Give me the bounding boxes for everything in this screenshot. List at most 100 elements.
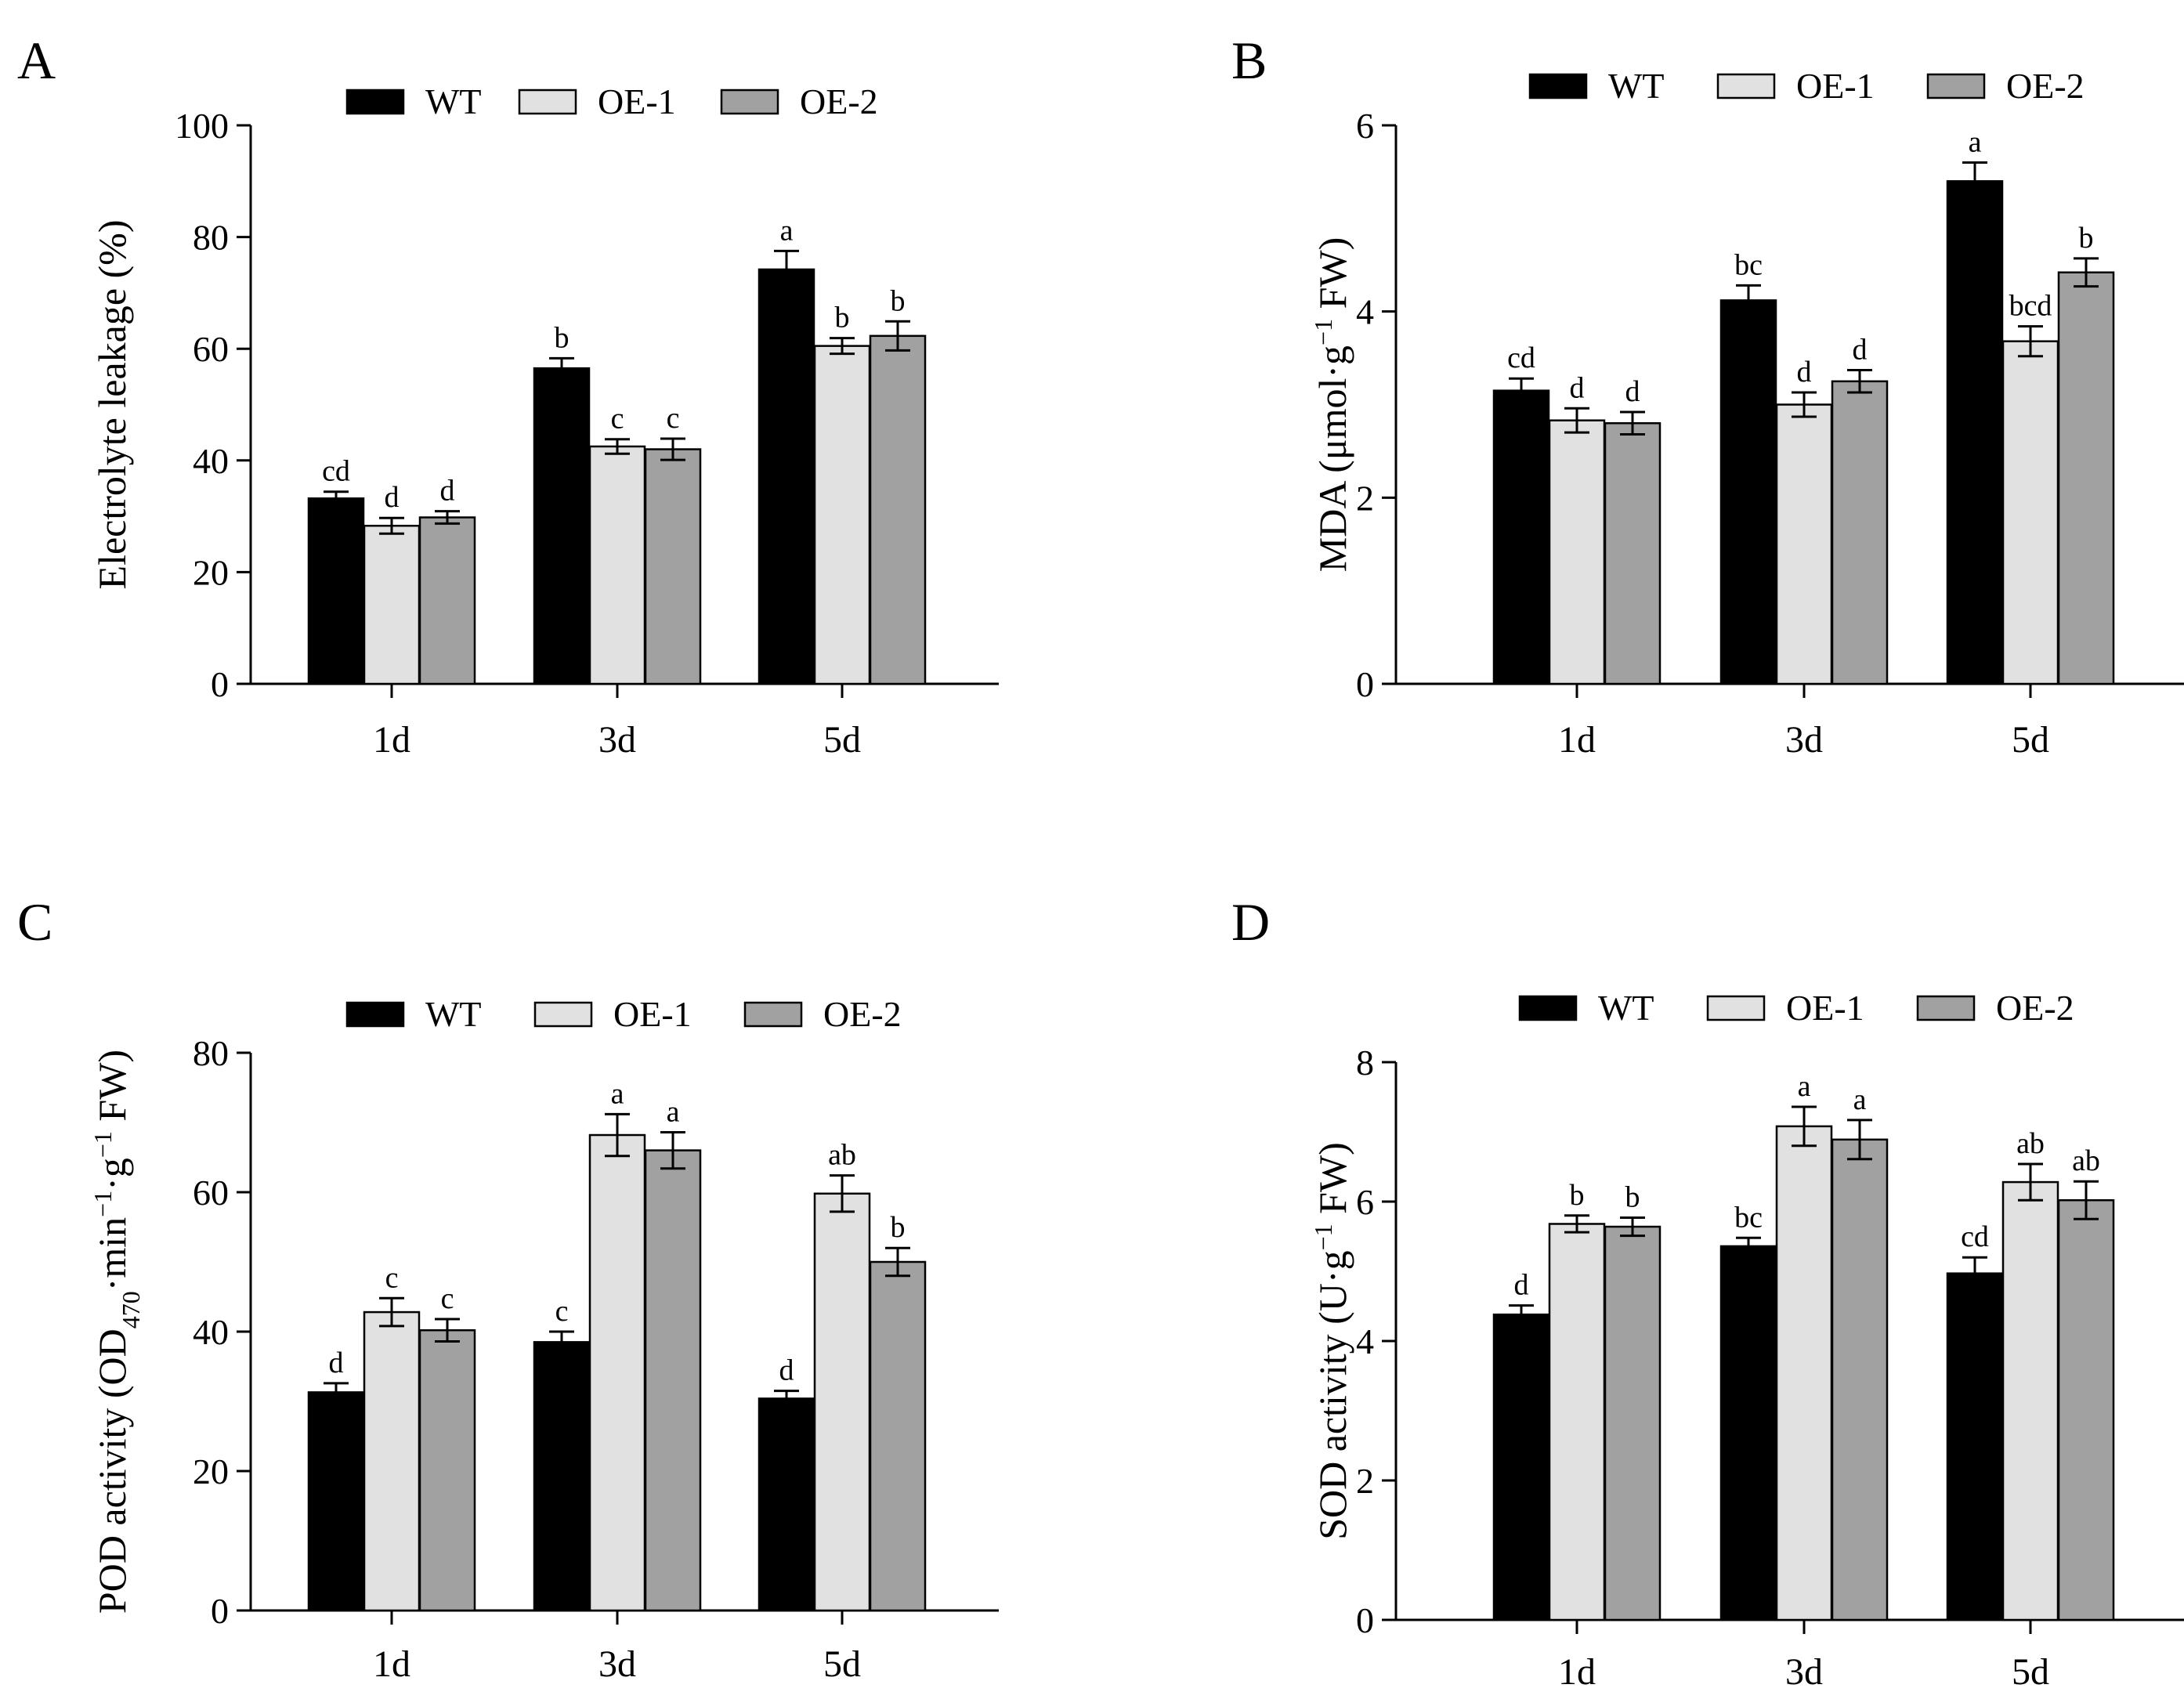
significance-label: a	[780, 214, 794, 247]
y-tick-label: 60	[193, 1173, 229, 1213]
x-tick-label: 3d	[598, 719, 636, 761]
panel-b: B MDA (μmol·g−1 FW) 0 2 4 6 1d 3d 5d cd bc a d d bcd d d…	[1231, 31, 2184, 761]
legend-label: OE-1	[1796, 66, 1875, 106]
bar	[363, 524, 421, 685]
y-tick-label: 80	[193, 1033, 229, 1073]
y-tick-label: 0	[211, 1591, 229, 1631]
y-tick-label: 0	[1356, 1600, 1374, 1640]
y-axis-label: SOD activity (U·g−1 FW)	[1309, 1142, 1354, 1540]
y-axis-label: POD activity (OD470·min−1·g−1 FW)	[89, 1050, 145, 1614]
significance-label: d	[1514, 1269, 1529, 1302]
legend-label: OE-2	[823, 994, 902, 1034]
bar	[307, 1391, 365, 1612]
significance-label: d	[1853, 334, 1868, 367]
legend-swatch	[1916, 995, 1976, 1021]
panel-letter: C	[17, 892, 52, 952]
significance-label: cd	[1507, 342, 1535, 374]
bar	[1775, 1125, 1833, 1621]
x-tick-label: 1d	[373, 719, 410, 761]
significance-label: ab	[2016, 1127, 2045, 1160]
bar	[1831, 1138, 1889, 1621]
y-tick-label: 2	[1356, 1461, 1374, 1501]
bar	[418, 1328, 476, 1612]
y-tick-label: 60	[193, 329, 229, 369]
legend-swatch	[1518, 995, 1578, 1021]
panel-letter: A	[17, 31, 56, 90]
significance-label: d	[1797, 356, 1812, 389]
significance-label: c	[611, 403, 624, 436]
significance-label: cd	[322, 455, 350, 488]
significance-label: a	[1798, 1070, 1811, 1103]
significance-label: a	[611, 1077, 624, 1110]
x-tick-label: 5d	[823, 1643, 861, 1685]
x-tick-label: 1d	[373, 1643, 410, 1685]
significance-label: ab	[2072, 1144, 2100, 1177]
bar	[1946, 1272, 2004, 1621]
bar	[1548, 419, 1606, 685]
legend-swatch	[345, 1001, 405, 1028]
y-axis-label: Electrolyte leakage (%)	[90, 220, 134, 590]
bar	[813, 1192, 871, 1612]
bar	[644, 448, 702, 685]
significance-label: c	[385, 1261, 399, 1294]
significance-label: b	[891, 284, 906, 317]
legend-swatch	[1528, 73, 1588, 99]
legend-swatch	[518, 89, 577, 115]
significance-label: bc	[1734, 1201, 1763, 1234]
bar	[1775, 403, 1833, 685]
bar	[758, 268, 815, 685]
bar	[1719, 299, 1777, 685]
bar	[2057, 271, 2115, 685]
legend-swatch	[1706, 995, 1766, 1021]
bar	[1719, 1245, 1777, 1621]
y-tick-label: 6	[1356, 1182, 1374, 1222]
legend-label: OE-2	[800, 81, 878, 121]
y-tick-label: 100	[175, 106, 229, 146]
panel-a: A Electrolyte leakage (%) 0 20 40 60 80 100 1d 3d…	[17, 31, 999, 761]
y-tick-label: 4	[1356, 1321, 1374, 1361]
legend-swatch	[720, 89, 779, 115]
y-tick-label: 0	[211, 664, 229, 704]
bar	[758, 1397, 815, 1612]
bar	[588, 1133, 646, 1612]
significance-label: c	[667, 402, 680, 435]
x-tick-label: 5d	[2012, 1651, 2049, 1693]
y-tick-label: 4	[1356, 292, 1374, 332]
y-tick-label: 6	[1356, 106, 1374, 146]
significance-label: b	[835, 302, 850, 334]
bar	[644, 1149, 702, 1612]
significance-label: c	[441, 1282, 454, 1315]
significance-label: bc	[1734, 248, 1763, 281]
bar	[363, 1310, 421, 1612]
x-tick-label: 3d	[598, 1643, 636, 1685]
bar	[533, 367, 591, 685]
bar	[1492, 1313, 1550, 1621]
bar	[1946, 180, 2004, 685]
panel-d: D SOD activity (U·g−1 FW) 0 2 4 6 8 1d 3d 5d d bc cd…	[1231, 892, 2184, 1693]
significance-label: bcd	[2009, 290, 2052, 323]
significance-label: d	[1570, 371, 1585, 404]
legend-label: WT	[425, 994, 482, 1034]
bar	[2057, 1198, 2115, 1621]
x-tick-label: 1d	[1558, 1651, 1596, 1693]
bar	[1831, 380, 1889, 685]
bar	[813, 345, 871, 685]
y-tick-label: 40	[193, 441, 229, 481]
legend-swatch	[1926, 73, 1986, 99]
significance-label: d	[385, 481, 400, 514]
bar	[1604, 1225, 1662, 1621]
y-axis-label: MDA (μmol·g−1 FW)	[1309, 237, 1354, 573]
legend-label: OE-1	[1786, 988, 1864, 1028]
significance-label: c	[555, 1295, 569, 1328]
bar	[418, 516, 476, 685]
bar	[588, 445, 646, 685]
bar	[1492, 389, 1550, 685]
significance-label: d	[1625, 375, 1640, 408]
bar	[2001, 1180, 2059, 1621]
bar	[307, 497, 365, 685]
legend-label: OE-1	[598, 81, 676, 121]
y-tick-label: 20	[193, 552, 229, 592]
significance-label: b	[1570, 1179, 1585, 1212]
legend-swatch	[743, 1001, 803, 1028]
